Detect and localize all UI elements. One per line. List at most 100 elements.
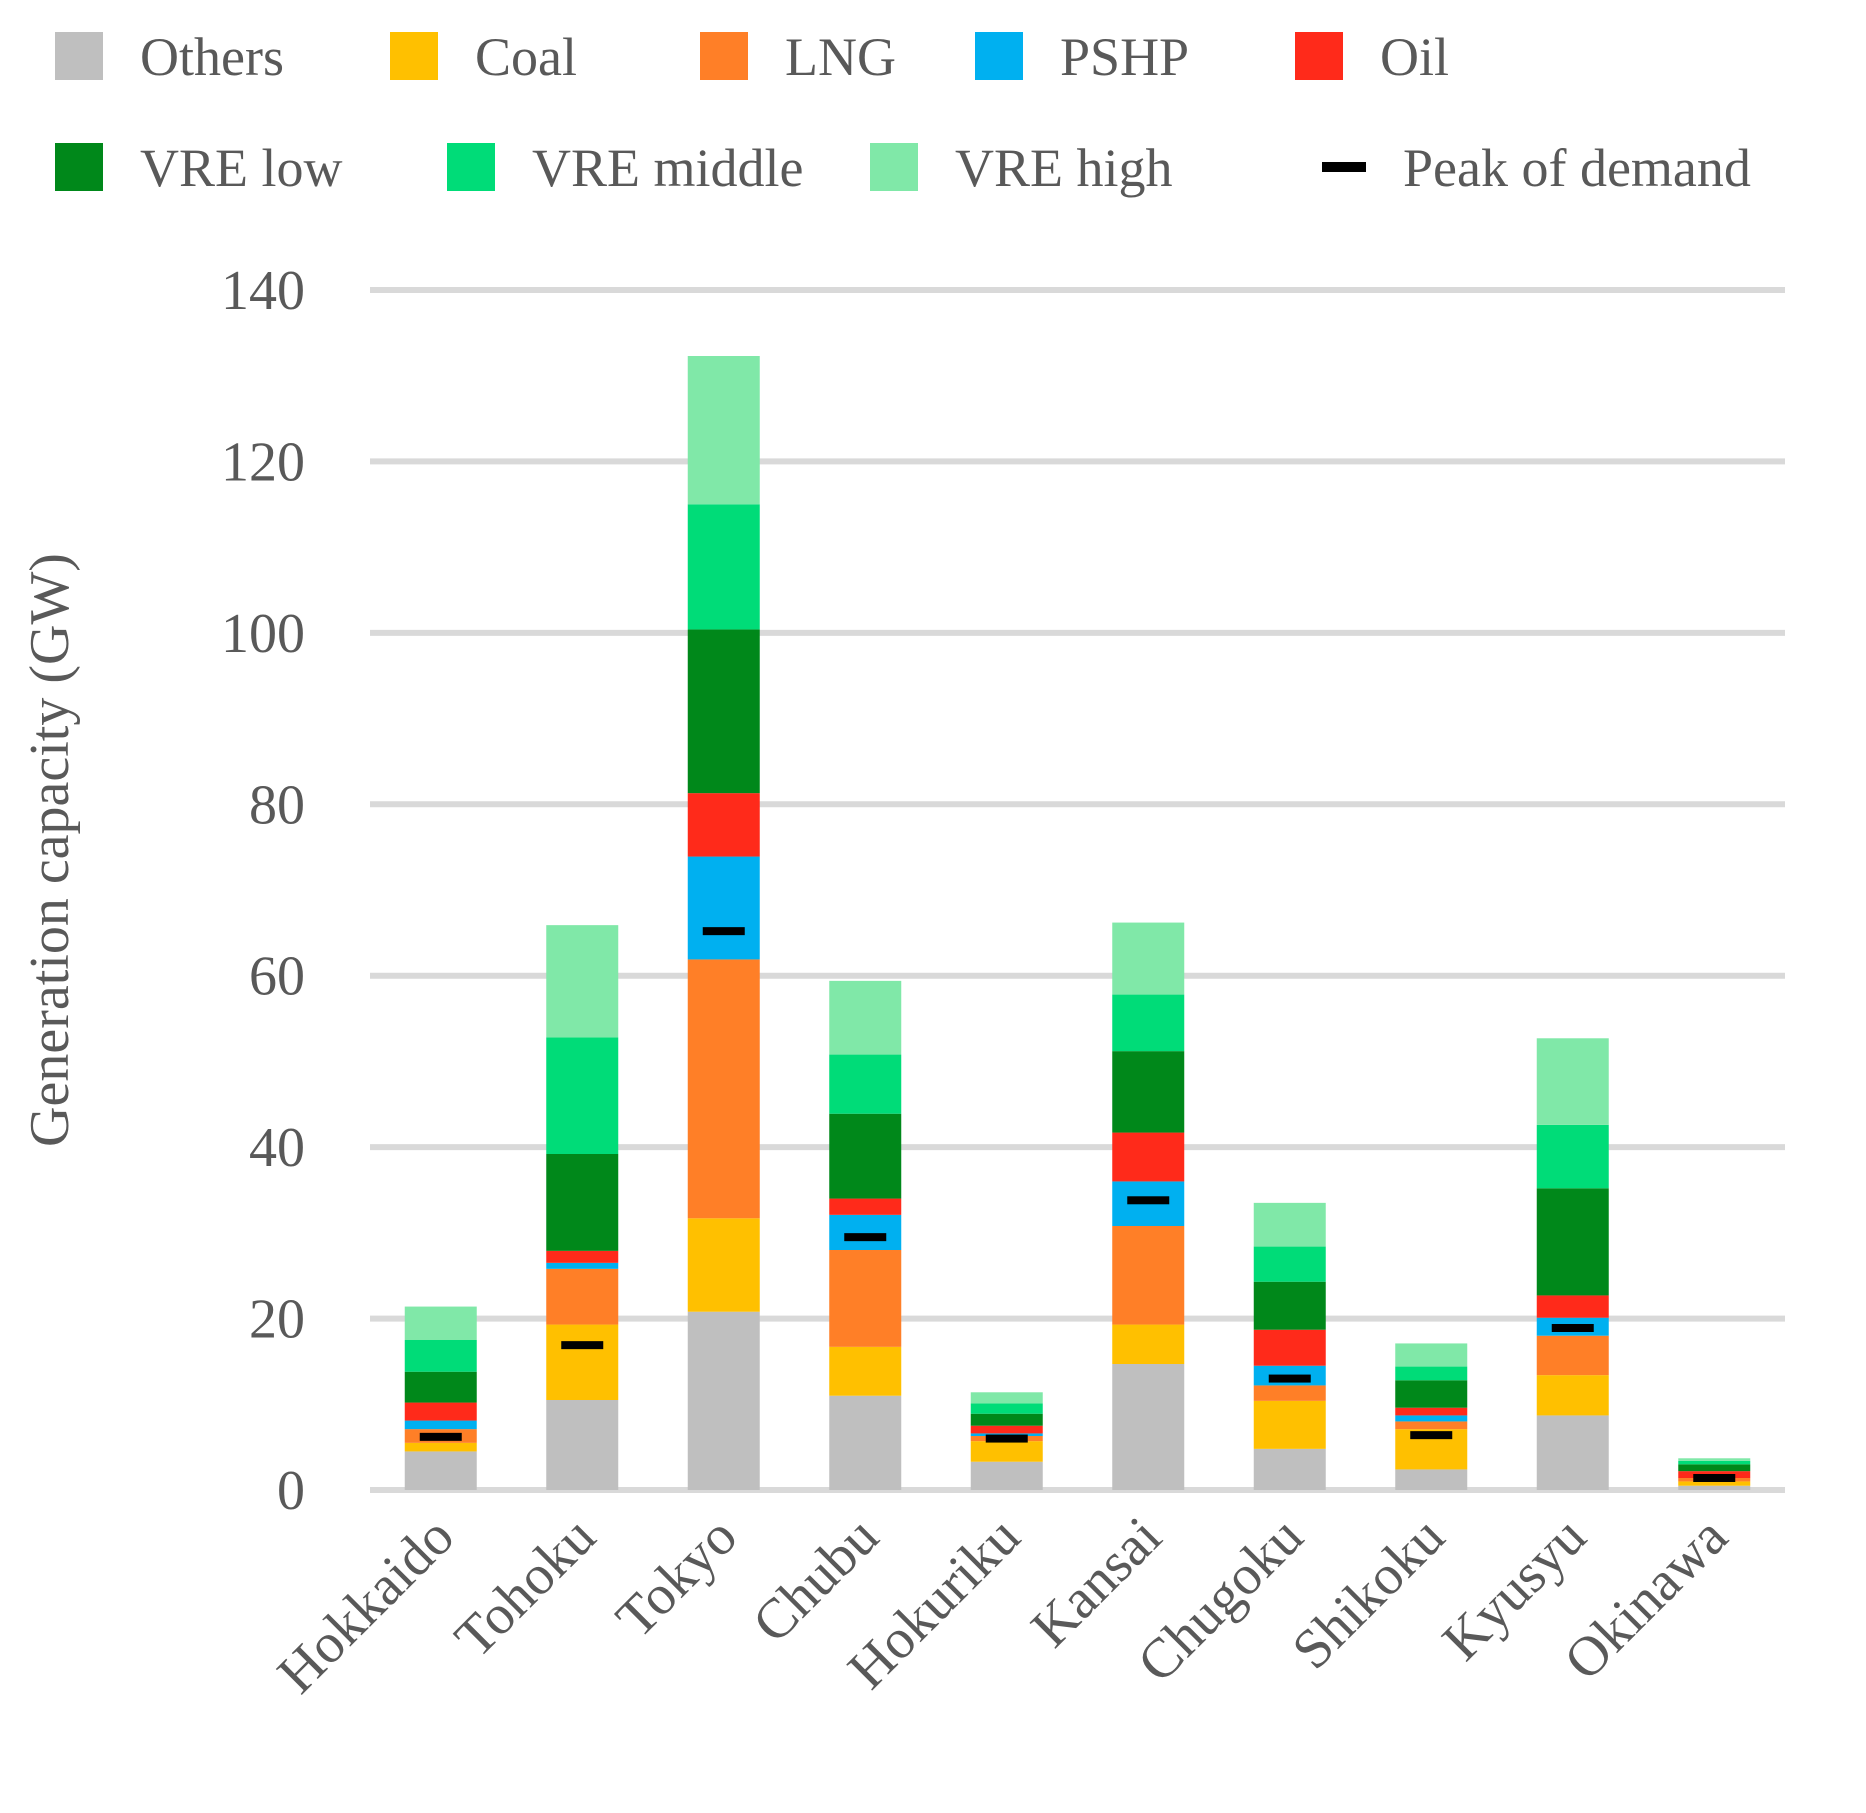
y-axis-label: Generation capacity (GW) — [19, 553, 81, 1147]
legend-label-pshp: PSHP — [1060, 27, 1189, 87]
bar-kyusyu-oil — [1536, 1295, 1609, 1318]
bar-tohoku-vre-middle — [546, 1037, 619, 1154]
legend-label-oil: Oil — [1380, 27, 1449, 87]
bar-chugoku-oil — [1253, 1329, 1326, 1366]
bars — [404, 356, 1751, 1490]
bar-tohoku-lng — [546, 1268, 619, 1325]
x-category-label: Hokkaido — [266, 1505, 466, 1705]
peak-marker-chugoku — [1268, 1374, 1311, 1383]
legend-swatch-lng — [700, 32, 748, 80]
y-tick-label: 20 — [249, 1289, 305, 1351]
x-category-label: Shikoku — [1281, 1505, 1457, 1681]
bar-kyusyu-lng — [1536, 1335, 1609, 1376]
bar-chugoku-vre-high — [1253, 1202, 1326, 1247]
bar-tokyo-oil — [687, 793, 760, 857]
peak-marker-kansai — [1127, 1196, 1170, 1205]
bar-tokyo-vre-middle — [687, 504, 760, 630]
bar-okinawa-vre-high — [1678, 1458, 1751, 1461]
bar-chugoku-coal — [1253, 1400, 1326, 1449]
legend-label-vre-high: VRE high — [955, 138, 1173, 198]
legend-swatch-coal — [390, 32, 438, 80]
peak-marker-hokkaido — [419, 1432, 462, 1441]
bar-kansai-others — [1112, 1364, 1185, 1490]
bar-tokyo-pshp — [687, 856, 760, 960]
bar-hokkaido-coal — [404, 1442, 477, 1452]
y-tick-label: 120 — [221, 431, 305, 493]
legend-label-peak-of-demand: Peak of demand — [1403, 138, 1751, 198]
bar-shikoku-lng — [1395, 1421, 1468, 1430]
bar-tohoku-vre-high — [546, 925, 619, 1038]
y-tick-label: 0 — [277, 1460, 305, 1522]
bar-tokyo-vre-low — [687, 629, 760, 794]
bar-okinawa-coal — [1678, 1481, 1751, 1486]
y-tick-label: 40 — [249, 1117, 305, 1179]
bar-shikoku-vre-middle — [1395, 1366, 1468, 1381]
bar-chubu-oil — [829, 1198, 902, 1215]
bar-shikoku-vre-low — [1395, 1380, 1468, 1408]
bar-hokkaido-vre-low — [404, 1371, 477, 1403]
bar-tokyo-coal — [687, 1218, 760, 1312]
bar-hokkaido-pshp — [404, 1420, 477, 1430]
legend-label-vre-low: VRE low — [140, 138, 343, 198]
bar-tohoku-others — [546, 1400, 619, 1490]
bar-okinawa-others — [1678, 1485, 1751, 1490]
bar-tohoku-vre-low — [546, 1154, 619, 1251]
bar-kyusyu-vre-high — [1536, 1038, 1609, 1125]
bar-tokyo-vre-high — [687, 356, 760, 505]
bar-kansai-vre-high — [1112, 922, 1185, 995]
bar-chugoku-vre-middle — [1253, 1246, 1326, 1282]
bar-chubu-vre-low — [829, 1113, 902, 1199]
peak-marker-chubu — [844, 1233, 887, 1242]
legend-swatch-vre-middle — [447, 143, 495, 191]
bar-kansai-lng — [1112, 1226, 1185, 1325]
legend-swatch-oil — [1295, 32, 1343, 80]
bar-chubu-others — [829, 1395, 902, 1490]
bar-tohoku-oil — [546, 1250, 619, 1263]
bar-hokuriku-coal — [970, 1441, 1043, 1462]
bar-tokyo-others — [687, 1311, 760, 1490]
bar-hokuriku-oil — [970, 1425, 1043, 1434]
bar-chubu-pshp — [829, 1214, 902, 1250]
bar-kyusyu-vre-middle — [1536, 1124, 1609, 1189]
legend: Others Coal LNG PSHP Oil VRE low VRE middle VRE… — [55, 27, 1751, 198]
legend-swatch-vre-high — [870, 143, 918, 191]
x-axis-categories: HokkaidoTohokuTokyoChubuHokurikuKansaiCh… — [266, 1505, 1740, 1705]
bar-okinawa-vre-low — [1678, 1464, 1751, 1472]
bar-kyusyu-coal — [1536, 1375, 1609, 1416]
y-tick-label: 140 — [221, 260, 305, 322]
bar-chugoku-lng — [1253, 1385, 1326, 1401]
legend-swatch-peak-of-demand — [1322, 162, 1366, 172]
legend-label-others: Others — [140, 27, 284, 87]
legend-label-lng: LNG — [785, 27, 896, 87]
bar-kansai-coal — [1112, 1324, 1185, 1364]
peak-marker-hokuriku — [985, 1434, 1028, 1443]
bar-shikoku-vre-high — [1395, 1343, 1468, 1367]
bar-hokkaido-oil — [404, 1402, 477, 1421]
bar-shikoku-others — [1395, 1469, 1468, 1490]
x-category-label: Tohoku — [443, 1505, 607, 1669]
bar-hokkaido-vre-high — [404, 1306, 477, 1340]
bar-chugoku-others — [1253, 1448, 1326, 1490]
bar-chubu-lng — [829, 1250, 902, 1347]
peak-marker-kyusyu — [1551, 1324, 1594, 1332]
peak-markers — [419, 927, 1736, 1482]
bar-hokuriku-vre-low — [970, 1413, 1043, 1426]
bar-kansai-vre-low — [1112, 1051, 1185, 1133]
bar-tohoku-pshp — [546, 1262, 619, 1269]
bar-hokuriku-others — [970, 1461, 1043, 1490]
peak-marker-tohoku — [561, 1341, 604, 1350]
bar-chugoku-vre-low — [1253, 1281, 1326, 1330]
bar-tokyo-lng — [687, 959, 760, 1219]
peak-marker-okinawa — [1693, 1474, 1736, 1482]
legend-swatch-others — [55, 32, 103, 80]
bar-kansai-oil — [1112, 1132, 1185, 1182]
legend-swatch-pshp — [975, 32, 1023, 80]
y-axis-ticks: 0 20 40 60 80 100 120 140 — [221, 260, 305, 1522]
bar-shikoku-pshp — [1395, 1415, 1468, 1422]
bar-shikoku-oil — [1395, 1407, 1468, 1416]
legend-swatch-vre-low — [55, 143, 103, 191]
bar-hokuriku-vre-middle — [970, 1403, 1043, 1414]
y-tick-label: 60 — [249, 946, 305, 1008]
bar-chubu-vre-middle — [829, 1054, 902, 1114]
